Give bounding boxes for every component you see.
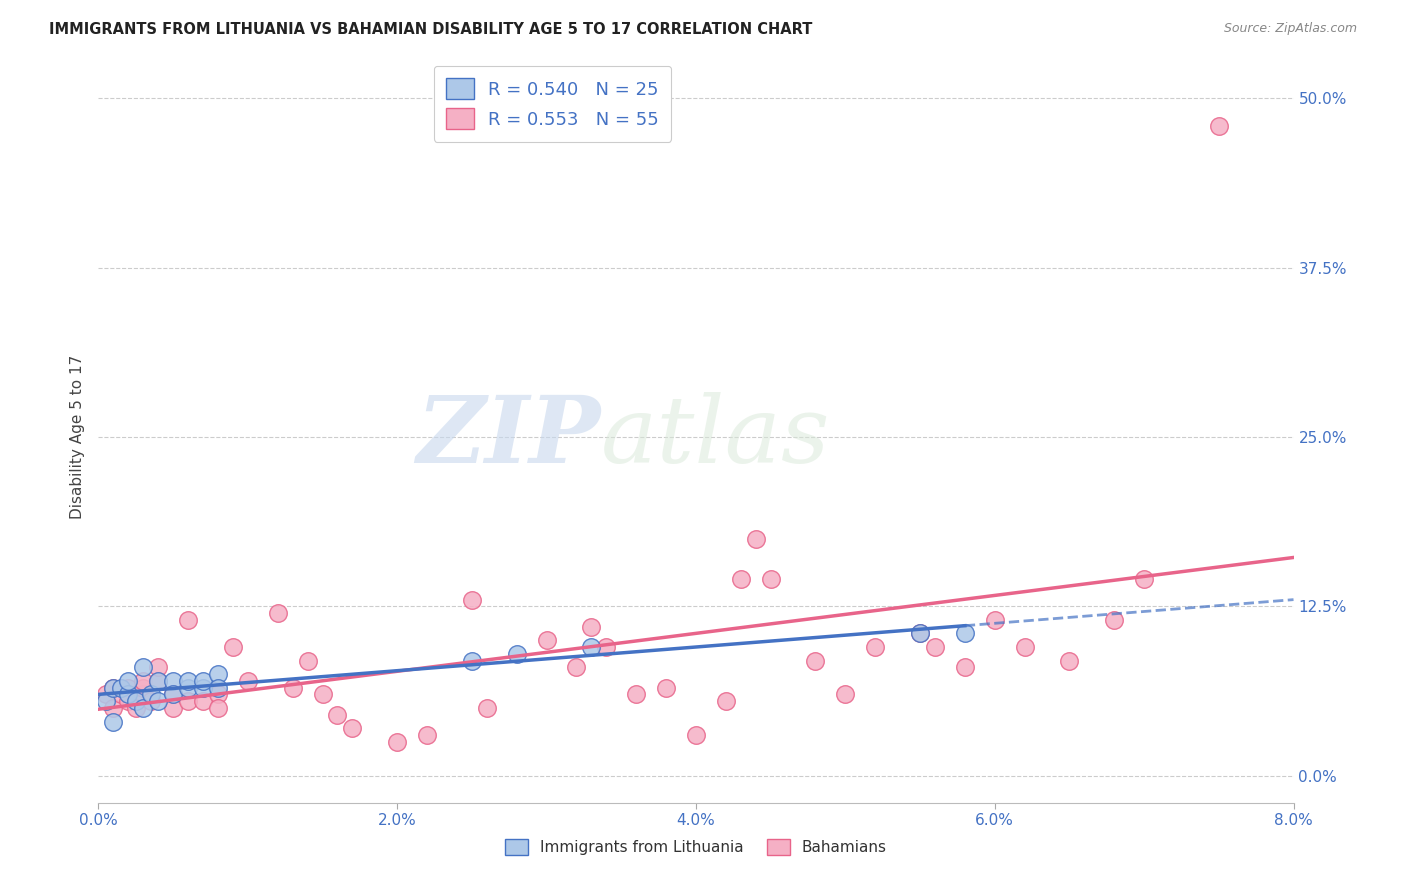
Point bbox=[804, 654, 827, 668]
Point bbox=[139, 694, 162, 708]
Point bbox=[177, 694, 200, 708]
Point bbox=[117, 681, 139, 695]
Point bbox=[311, 688, 333, 702]
Point bbox=[1059, 654, 1081, 668]
Point bbox=[953, 626, 976, 640]
Point bbox=[148, 673, 170, 688]
Text: IMMIGRANTS FROM LITHUANIA VS BAHAMIAN DISABILITY AGE 5 TO 17 CORRELATION CHART: IMMIGRANTS FROM LITHUANIA VS BAHAMIAN DI… bbox=[49, 22, 813, 37]
Point bbox=[297, 654, 319, 668]
Point bbox=[177, 681, 200, 695]
Text: Source: ZipAtlas.com: Source: ZipAtlas.com bbox=[1223, 22, 1357, 36]
Point bbox=[685, 728, 707, 742]
Point bbox=[581, 640, 603, 654]
Point bbox=[103, 701, 125, 715]
Text: ZIP: ZIP bbox=[416, 392, 600, 482]
Legend: Immigrants from Lithuania, Bahamians: Immigrants from Lithuania, Bahamians bbox=[499, 833, 893, 861]
Point bbox=[908, 626, 931, 640]
Point bbox=[536, 633, 558, 648]
Point bbox=[103, 714, 125, 729]
Point bbox=[94, 694, 117, 708]
Point bbox=[191, 673, 214, 688]
Point bbox=[984, 613, 1007, 627]
Point bbox=[207, 701, 229, 715]
Point bbox=[506, 647, 529, 661]
Point bbox=[162, 673, 184, 688]
Point bbox=[267, 606, 290, 620]
Point bbox=[908, 626, 931, 640]
Point bbox=[565, 660, 588, 674]
Point bbox=[342, 721, 364, 735]
Point bbox=[148, 673, 170, 688]
Point bbox=[117, 694, 139, 708]
Point bbox=[162, 688, 184, 702]
Point bbox=[125, 694, 148, 708]
Point bbox=[191, 694, 214, 708]
Point bbox=[595, 640, 617, 654]
Point bbox=[924, 640, 946, 654]
Point bbox=[162, 688, 184, 702]
Point bbox=[1014, 640, 1036, 654]
Point bbox=[865, 640, 887, 654]
Point bbox=[110, 681, 132, 695]
Point bbox=[103, 681, 125, 695]
Point bbox=[207, 688, 229, 702]
Point bbox=[125, 701, 148, 715]
Point bbox=[177, 673, 200, 688]
Point bbox=[834, 688, 856, 702]
Point bbox=[759, 572, 782, 586]
Point bbox=[461, 592, 484, 607]
Point bbox=[385, 735, 409, 749]
Point bbox=[148, 660, 170, 674]
Point bbox=[222, 640, 245, 654]
Point bbox=[730, 572, 752, 586]
Point bbox=[326, 707, 349, 722]
Point bbox=[139, 688, 162, 702]
Point bbox=[207, 667, 229, 681]
Point bbox=[714, 694, 737, 708]
Point bbox=[416, 728, 439, 742]
Point bbox=[1104, 613, 1126, 627]
Point bbox=[110, 688, 132, 702]
Point bbox=[581, 620, 603, 634]
Point bbox=[191, 681, 214, 695]
Point bbox=[162, 701, 184, 715]
Text: atlas: atlas bbox=[600, 392, 830, 482]
Point bbox=[132, 660, 155, 674]
Point bbox=[953, 660, 976, 674]
Point bbox=[1208, 119, 1230, 133]
Point bbox=[148, 694, 170, 708]
Point bbox=[132, 681, 155, 695]
Point bbox=[132, 701, 155, 715]
Point bbox=[132, 688, 155, 702]
Point bbox=[117, 688, 139, 702]
Point bbox=[177, 613, 200, 627]
Point bbox=[117, 673, 139, 688]
Point bbox=[236, 673, 259, 688]
Point bbox=[745, 532, 768, 546]
Point bbox=[207, 681, 229, 695]
Point bbox=[655, 681, 678, 695]
Point bbox=[103, 681, 125, 695]
Point bbox=[626, 688, 648, 702]
Point bbox=[281, 681, 304, 695]
Point bbox=[461, 654, 484, 668]
Point bbox=[132, 673, 155, 688]
Point bbox=[475, 701, 498, 715]
Y-axis label: Disability Age 5 to 17: Disability Age 5 to 17 bbox=[69, 355, 84, 519]
Point bbox=[1133, 572, 1156, 586]
Point bbox=[94, 688, 117, 702]
